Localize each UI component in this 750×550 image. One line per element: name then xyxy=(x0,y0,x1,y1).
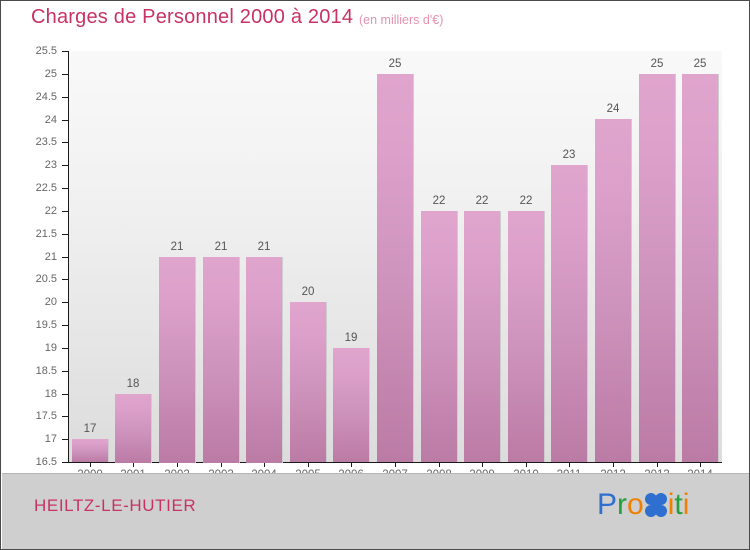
y-axis-label: 24 xyxy=(44,113,57,126)
y-axis-label: 23 xyxy=(44,159,57,172)
y-axis-tick xyxy=(62,188,68,189)
y-axis-tick xyxy=(62,416,68,418)
y-axis-label: 21.5 xyxy=(35,227,57,240)
y-axis-label: 25 xyxy=(44,67,57,80)
bar[interactable] xyxy=(595,119,632,462)
x-axis-tick xyxy=(526,462,527,467)
proxiti-logo[interactable]: P r o i t i xyxy=(597,488,689,522)
y-axis-label: 22.5 xyxy=(35,182,57,194)
bar-value-label: 22 xyxy=(475,195,489,207)
bar[interactable] xyxy=(508,211,545,462)
y-axis-label: 18.5 xyxy=(35,364,57,377)
y-axis-label: 20 xyxy=(44,296,57,309)
bar-value-label: 25 xyxy=(693,58,707,70)
x-axis-tick xyxy=(613,462,614,467)
bar[interactable] xyxy=(639,74,676,462)
y-axis-tick xyxy=(62,96,68,98)
bar[interactable] xyxy=(333,348,370,462)
x-axis-tick xyxy=(351,462,352,467)
bar-value-label: 19 xyxy=(344,332,358,344)
logo-x-icon xyxy=(644,493,667,517)
x-axis-tick xyxy=(569,462,570,467)
logo-letter-r: r xyxy=(617,488,628,521)
bar-value-label: 21 xyxy=(214,241,228,253)
bar[interactable] xyxy=(115,394,152,463)
x-axis-tick xyxy=(657,462,658,467)
bar-value-label: 23 xyxy=(562,149,576,161)
x-axis-tick xyxy=(90,462,91,467)
bar[interactable] xyxy=(377,74,414,462)
bar-value-label: 21 xyxy=(170,241,184,253)
x-axis-tick xyxy=(221,462,222,467)
chart-subtitle: (en milliers d'€) xyxy=(359,13,444,27)
y-axis-label: 17 xyxy=(44,433,57,446)
y-axis-tick xyxy=(62,73,68,75)
x-axis-tick xyxy=(133,462,134,467)
y-axis-tick xyxy=(62,233,68,235)
y-axis-label: 18 xyxy=(44,387,57,400)
y-axis-tick xyxy=(62,325,68,326)
y-axis-tick xyxy=(62,462,68,463)
y-axis-tick xyxy=(62,393,68,395)
y-axis-label: 19 xyxy=(44,341,57,354)
bar[interactable] xyxy=(159,257,196,463)
bar-value-label: 24 xyxy=(606,103,620,115)
x-axis-tick xyxy=(439,462,440,467)
x-axis-tick xyxy=(700,462,701,467)
logo-letter-i1: i xyxy=(667,488,675,521)
y-axis-tick xyxy=(62,165,68,167)
x-axis-tick xyxy=(395,462,396,467)
x-axis-tick xyxy=(177,462,178,467)
y-axis-tick xyxy=(62,279,68,281)
y-axis-label: 16.5 xyxy=(35,456,57,468)
y-axis-tick xyxy=(62,142,68,144)
logo-letter-i2: i xyxy=(682,488,690,521)
y-axis-label: 24.5 xyxy=(35,90,57,103)
y-axis-label: 17.5 xyxy=(35,410,57,423)
y-axis-tick xyxy=(62,256,68,258)
chart-footer: HEILTZ-LE-HUTIER xyxy=(2,473,749,549)
bar-value-label: 17 xyxy=(83,423,97,435)
logo-letter-p: P xyxy=(597,488,618,521)
logo-letter-o: o xyxy=(627,488,644,521)
y-axis-line xyxy=(68,51,69,463)
bar-value-label: 18 xyxy=(126,378,140,390)
y-axis-label: 20.5 xyxy=(35,273,57,286)
x-axis-tick xyxy=(264,462,265,467)
page-title: Charges de Personnel 2000 à 2014 xyxy=(31,6,354,28)
y-axis-tick xyxy=(62,119,68,121)
chart-header: Charges de Personnel 2000 à 2014 (en mil… xyxy=(1,1,749,39)
y-axis-tick xyxy=(62,302,68,304)
bar[interactable] xyxy=(464,211,501,462)
x-axis-tick xyxy=(308,462,309,467)
commune-name: HEILTZ-LE-HUTIER xyxy=(34,496,197,515)
bar[interactable] xyxy=(682,74,719,462)
y-axis-label: 25.5 xyxy=(35,45,57,57)
y-axis-label: 19.5 xyxy=(35,319,57,331)
bar-value-label: 21 xyxy=(257,241,271,253)
logo-letter-t: t xyxy=(674,488,683,521)
y-axis-tick xyxy=(62,210,68,212)
bar[interactable] xyxy=(290,302,327,462)
bar[interactable] xyxy=(421,211,458,462)
bar-value-label: 25 xyxy=(388,58,402,70)
y-axis-tick xyxy=(62,370,68,372)
y-axis-label: 21 xyxy=(44,250,57,263)
bar[interactable] xyxy=(551,165,588,462)
y-axis-tick xyxy=(62,51,68,52)
x-axis-tick xyxy=(482,462,483,467)
bar[interactable] xyxy=(246,257,283,463)
bar-value-label: 22 xyxy=(519,195,533,207)
y-axis-tick xyxy=(62,347,68,349)
plot-frame: 16.5 17 17.5 18 18.5 19 19.5 20 20.5 21 21.5 22 22.5… xyxy=(2,39,749,481)
y-axis-label: 23.5 xyxy=(35,136,57,149)
bar-value-label: 22 xyxy=(432,195,446,207)
y-axis-tick xyxy=(62,439,68,441)
bar[interactable] xyxy=(203,257,240,463)
bar[interactable] xyxy=(72,439,109,462)
y-axis-label: 22 xyxy=(44,204,57,217)
bar-value-label: 20 xyxy=(301,286,315,298)
bar-value-label: 25 xyxy=(650,58,664,70)
